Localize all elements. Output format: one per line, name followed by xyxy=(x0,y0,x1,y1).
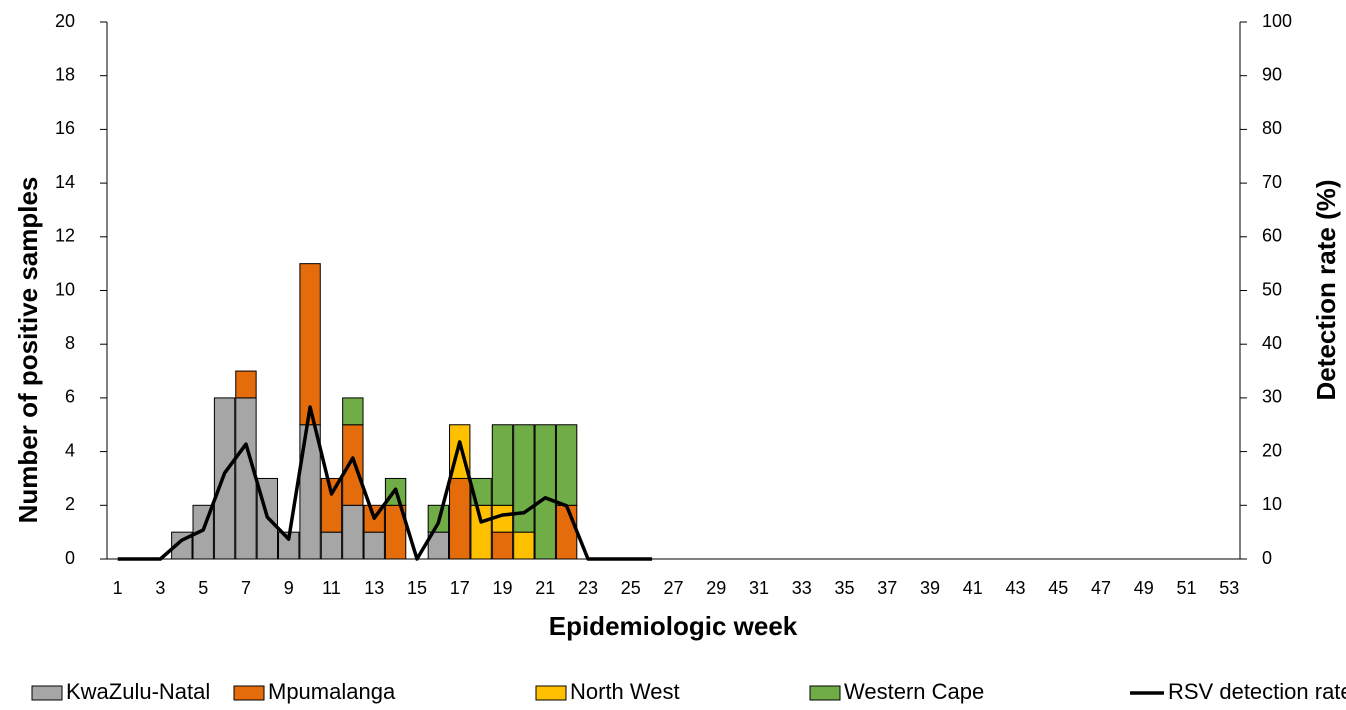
legend-label: KwaZulu-Natal xyxy=(66,679,210,704)
legend-swatch xyxy=(535,685,567,701)
bar-segment xyxy=(449,477,471,560)
x-tick-label: 7 xyxy=(241,578,251,598)
x-tick-label: 17 xyxy=(450,578,470,598)
y-tick-label: 20 xyxy=(55,11,75,31)
bar-segment xyxy=(213,397,236,560)
y-tick-label: 2 xyxy=(65,494,75,514)
x-tick-label: 43 xyxy=(1006,578,1026,598)
line xyxy=(117,405,653,561)
bar-segment xyxy=(534,424,556,560)
legend-swatch xyxy=(31,685,63,701)
legend-swatch xyxy=(233,685,265,701)
bar-segment xyxy=(342,504,364,560)
y2-tick-label: 40 xyxy=(1262,333,1282,353)
x-tick-label: 37 xyxy=(877,578,897,598)
y2-axis-title: Detection rate (%) xyxy=(1311,179,1341,400)
bar-segment xyxy=(491,531,514,560)
x-axis-title: Epidemiologic week xyxy=(549,611,798,641)
x-tick-label: 29 xyxy=(706,578,726,598)
bar-segment xyxy=(342,397,364,426)
x-tick-label: 23 xyxy=(578,578,598,598)
y-tick-label: 12 xyxy=(55,226,75,246)
x-tick-label: 33 xyxy=(792,578,812,598)
x-tick-label: 45 xyxy=(1048,578,1068,598)
x-tick-label: 9 xyxy=(284,578,294,598)
y-tick-label: 4 xyxy=(65,440,75,460)
bar-segment xyxy=(299,263,321,426)
bar-segment xyxy=(555,504,578,560)
y2-tick-label: 20 xyxy=(1262,440,1282,460)
x-tick-label: 49 xyxy=(1134,578,1154,598)
legend-label: Western Cape xyxy=(844,679,984,704)
y2-tick-label: 60 xyxy=(1262,226,1282,246)
x-tick-label: 13 xyxy=(364,578,384,598)
y2-tick-label: 10 xyxy=(1262,494,1282,514)
y2-tick-label: 0 xyxy=(1262,548,1272,568)
x-tick-label: 39 xyxy=(920,578,940,598)
y2-tick-label: 90 xyxy=(1262,64,1282,84)
legend-swatch xyxy=(809,685,841,701)
bar-segment xyxy=(513,424,535,533)
bar-segment xyxy=(235,397,257,560)
y-tick-label: 10 xyxy=(55,279,75,299)
y-tick-label: 16 xyxy=(55,118,75,138)
x-tick-label: 53 xyxy=(1219,578,1239,598)
x-tick-label: 27 xyxy=(663,578,683,598)
bar-segment xyxy=(320,477,343,533)
x-tick-label: 11 xyxy=(322,578,341,598)
x-tick-label: 1 xyxy=(113,578,123,598)
y-tick-label: 8 xyxy=(65,333,75,353)
y2-tick-label: 50 xyxy=(1262,279,1282,299)
y-tick-label: 6 xyxy=(65,387,75,407)
y-axis-title: Number of positive samples xyxy=(13,177,43,524)
y-tick-label: 14 xyxy=(55,172,75,192)
y2-tick-label: 30 xyxy=(1262,387,1282,407)
x-tick-label: 5 xyxy=(198,578,208,598)
x-tick-label: 41 xyxy=(963,578,983,598)
x-tick-label: 47 xyxy=(1091,578,1111,598)
bar-segment xyxy=(555,424,578,506)
bar-segment xyxy=(235,370,257,399)
y-tick-label: 0 xyxy=(65,548,75,568)
y2-tick-label: 80 xyxy=(1262,118,1282,138)
bar-segment xyxy=(320,531,343,560)
x-tick-label: 51 xyxy=(1177,578,1197,598)
y2-tick-label: 100 xyxy=(1262,11,1292,31)
bar-segment xyxy=(363,531,385,560)
bar-segment xyxy=(491,424,514,506)
bar-segment xyxy=(342,424,364,506)
bar-segment xyxy=(513,531,535,560)
x-tick-label: 31 xyxy=(749,578,769,598)
legend-label: RSV detection rate xyxy=(1168,679,1346,704)
x-tick-label: 3 xyxy=(155,578,165,598)
x-tick-label: 35 xyxy=(835,578,855,598)
legend-label: Mpumalanga xyxy=(268,679,396,704)
bar-segment xyxy=(470,504,492,560)
x-tick-label: 19 xyxy=(492,578,512,598)
y-tick-label: 18 xyxy=(55,64,75,84)
y2-tick-label: 70 xyxy=(1262,172,1282,192)
x-tick-label: 25 xyxy=(621,578,641,598)
legend-label: North West xyxy=(570,679,680,704)
x-tick-label: 15 xyxy=(407,578,427,598)
x-tick-label: 21 xyxy=(535,578,555,598)
